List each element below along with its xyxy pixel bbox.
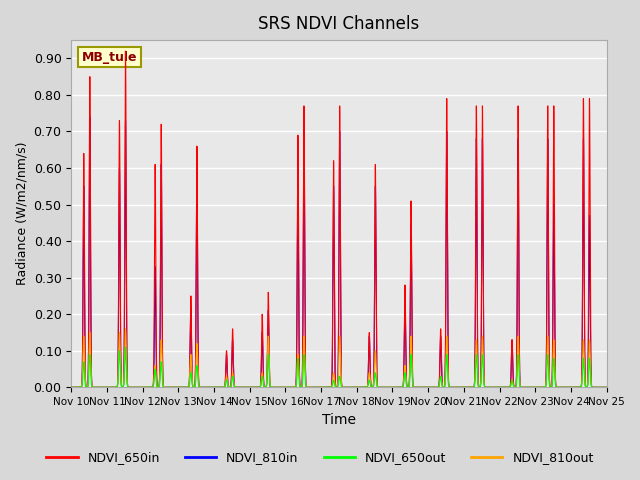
Line: NDVI_810out: NDVI_810out [71, 329, 607, 387]
NDVI_810in [126, 384, 134, 390]
NDVI_650out [185, 384, 193, 390]
NDVI_650in [196, 384, 204, 390]
NDVI_810in [603, 384, 611, 390]
NDVI_650out [351, 384, 358, 390]
NDVI_650out [84, 380, 92, 385]
X-axis label: Time: Time [322, 413, 356, 427]
NDVI_810out [67, 384, 75, 390]
NDVI_810in [196, 384, 204, 390]
NDVI_650in [185, 384, 193, 390]
NDVI_810out [84, 376, 92, 382]
NDVI_650in [84, 365, 92, 371]
NDVI_810out [196, 384, 204, 390]
NDVI_810out [185, 384, 193, 389]
NDVI_810out [126, 384, 134, 390]
NDVI_650out [196, 384, 204, 390]
NDVI_650in [122, 48, 129, 54]
NDVI_650in [603, 384, 611, 390]
Title: SRS NDVI Channels: SRS NDVI Channels [259, 15, 420, 33]
NDVI_650out [122, 344, 129, 350]
NDVI_650out [67, 384, 75, 390]
Text: MB_tule: MB_tule [82, 50, 138, 63]
NDVI_810out [532, 384, 540, 390]
NDVI_810out [122, 326, 129, 332]
NDVI_650out [126, 384, 134, 390]
Line: NDVI_650in: NDVI_650in [71, 51, 607, 387]
NDVI_650in [126, 384, 134, 390]
NDVI_650in [67, 384, 75, 390]
NDVI_810in [185, 384, 193, 390]
NDVI_810in [67, 384, 75, 390]
NDVI_810in [351, 384, 358, 390]
NDVI_810in [532, 384, 540, 390]
Line: NDVI_810in: NDVI_810in [71, 117, 607, 387]
NDVI_650in [532, 384, 540, 390]
NDVI_810in [84, 368, 92, 373]
NDVI_810out [603, 384, 611, 390]
NDVI_650out [603, 384, 611, 390]
Line: NDVI_650out: NDVI_650out [71, 347, 607, 387]
Y-axis label: Radiance (W/m2/nm/s): Radiance (W/m2/nm/s) [15, 142, 28, 286]
Legend: NDVI_650in, NDVI_810in, NDVI_650out, NDVI_810out: NDVI_650in, NDVI_810in, NDVI_650out, NDV… [41, 446, 599, 469]
NDVI_810in [86, 114, 93, 120]
NDVI_810out [351, 384, 358, 390]
NDVI_650out [532, 384, 540, 390]
NDVI_650in [351, 384, 358, 390]
